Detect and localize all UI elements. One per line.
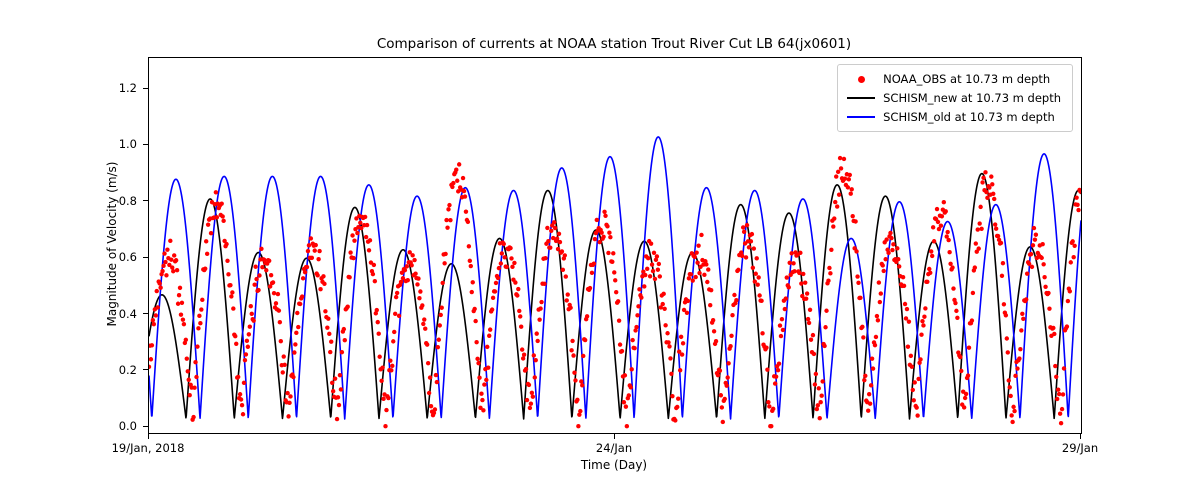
chart-title: Comparison of currents at NOAA station T… bbox=[376, 36, 852, 52]
y-tick bbox=[143, 256, 148, 258]
y-tick-label: 0.4 bbox=[118, 306, 137, 321]
legend-label: SCHISM_old at 10.73 m depth bbox=[883, 110, 1055, 124]
legend-item-schism-new: SCHISM_new at 10.73 m depth bbox=[847, 91, 1061, 105]
legend-item-noaa-obs: NOAA_OBS at 10.73 m depth bbox=[847, 72, 1061, 86]
x-tick-label: 24/Jan bbox=[595, 441, 633, 455]
x-tick bbox=[1079, 434, 1081, 439]
y-tick bbox=[143, 313, 148, 315]
y-tick-label: 0.0 bbox=[118, 419, 137, 434]
y-tick bbox=[143, 87, 148, 89]
y-tick-label: 0.8 bbox=[118, 193, 137, 208]
x-axis-label: Time (Day) bbox=[580, 458, 648, 472]
red-dot-marker-icon bbox=[847, 73, 875, 85]
y-tick bbox=[143, 143, 148, 145]
y-tick-label: 1.0 bbox=[118, 137, 137, 152]
blue-line-marker-icon bbox=[847, 111, 876, 123]
y-tick-label: 1.2 bbox=[118, 81, 137, 95]
x-tick bbox=[147, 434, 149, 439]
y-tick bbox=[143, 369, 148, 371]
y-tick-label: 0.2 bbox=[118, 362, 137, 377]
legend: NOAA_OBS at 10.73 m depth SCHISM_new at … bbox=[837, 64, 1073, 132]
legend-label: SCHISM_new at 10.73 m depth bbox=[883, 91, 1061, 105]
x-tick-label: 19/Jan, 2018 bbox=[111, 441, 185, 455]
black-line-marker-icon bbox=[847, 92, 876, 104]
y-tick bbox=[143, 425, 148, 427]
legend-item-schism-old: SCHISM_old at 10.73 m depth bbox=[847, 110, 1061, 124]
y-tick-label: 0.6 bbox=[118, 250, 137, 265]
y-tick bbox=[143, 200, 148, 202]
x-tick-label: 29/Jan bbox=[1061, 441, 1099, 455]
legend-label: NOAA_OBS at 10.73 m depth bbox=[883, 72, 1051, 86]
x-tick bbox=[613, 434, 615, 439]
